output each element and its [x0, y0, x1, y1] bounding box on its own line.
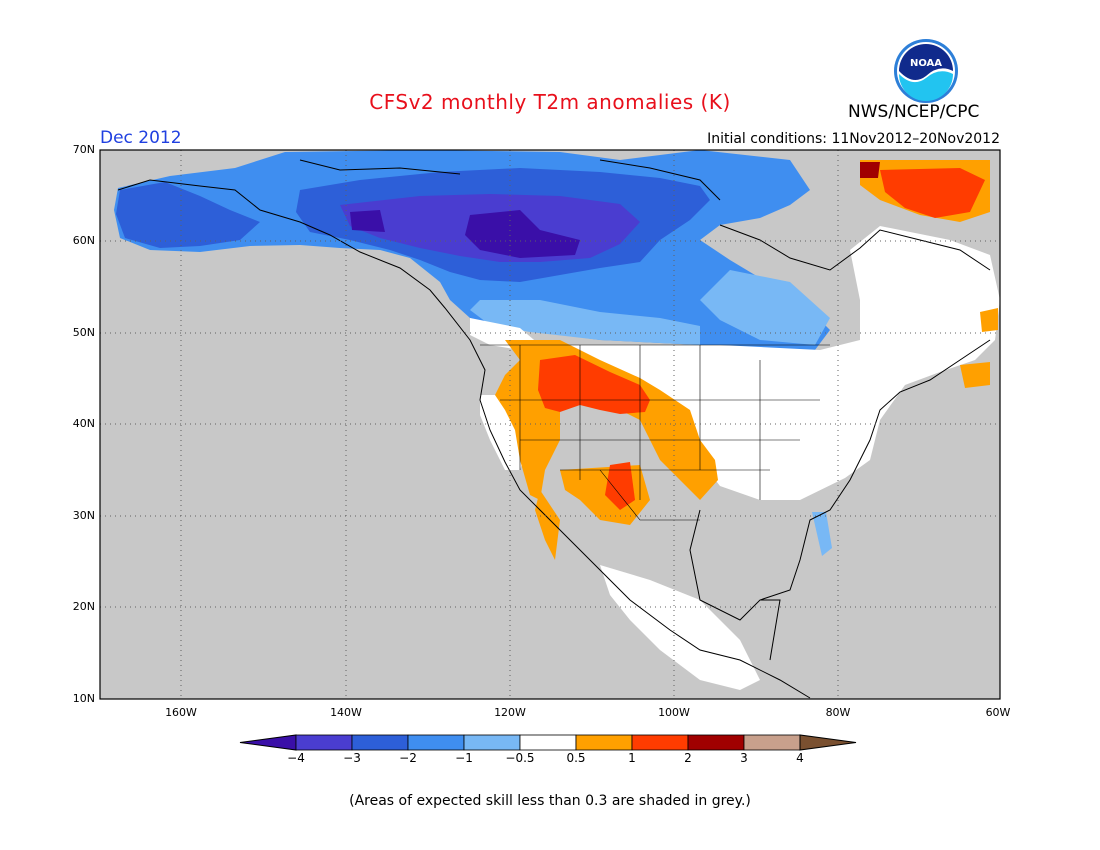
- colorbar-swatch: [463, 734, 521, 751]
- lat-label: 40N: [72, 417, 95, 430]
- lat-label: 10N: [72, 692, 95, 705]
- colorbar-arrow-high: [799, 734, 857, 751]
- colorbar-label: −4: [287, 751, 305, 765]
- colorbar-swatch: [743, 734, 801, 751]
- colorbar-label: 0.5: [566, 751, 586, 765]
- lon-label: 60W: [985, 706, 1011, 719]
- strong-warm-anomaly-region: [538, 162, 985, 510]
- initial-conditions: Initial conditions: 11Nov2012–20Nov2012: [707, 131, 1000, 147]
- graticule: [100, 150, 1000, 699]
- colorbar-swatch: [295, 734, 353, 751]
- lon-label: 140W: [330, 706, 362, 719]
- colorbar-swatch: [687, 734, 745, 751]
- lon-label: 160W: [165, 706, 197, 719]
- lat-label: 60N: [72, 234, 95, 247]
- colorbar-label: −2: [399, 751, 417, 765]
- lon-label: 120W: [494, 706, 526, 719]
- noaa-logo-icon: NOAA: [894, 39, 958, 103]
- lat-label: 20N: [72, 600, 95, 613]
- forecast-month: Dec 2012: [100, 128, 182, 148]
- lon-label: 80W: [825, 706, 851, 719]
- florida-anomaly: [812, 512, 832, 556]
- lat-label: 50N: [72, 326, 95, 339]
- colorbar-swatch: [575, 734, 633, 751]
- lon-label: 100W: [658, 706, 690, 719]
- colorbar-swatch: [519, 734, 577, 751]
- chart-title: CFSv2 monthly T2m anomalies (K): [369, 90, 731, 114]
- agency-label: NWS/NCEP/CPC: [848, 102, 980, 122]
- lat-label: 70N: [72, 143, 95, 156]
- map-frame: [99, 149, 1001, 700]
- colorbar-arrow-low: [239, 734, 297, 751]
- colorbar: [239, 734, 857, 751]
- coastlines: [117, 159, 991, 699]
- colorbar-swatch: [407, 734, 465, 751]
- colorbar-label: −0.5: [505, 751, 535, 765]
- colorbar-label: 4: [796, 751, 804, 765]
- footnote: (Areas of expected skill less than 0.3 a…: [349, 793, 751, 809]
- colorbar-swatch: [631, 734, 689, 751]
- svg-text:NOAA: NOAA: [910, 58, 942, 69]
- colorbar-label: 1: [628, 751, 636, 765]
- political-borders: [480, 344, 830, 521]
- colorbar-label: −1: [455, 751, 473, 765]
- colorbar-label: −3: [343, 751, 361, 765]
- colorbar-swatch: [351, 734, 409, 751]
- colorbar-label: 2: [684, 751, 692, 765]
- cold-anomaly-region: [114, 150, 830, 350]
- lat-label: 30N: [72, 509, 95, 522]
- colorbar-label: 3: [740, 751, 748, 765]
